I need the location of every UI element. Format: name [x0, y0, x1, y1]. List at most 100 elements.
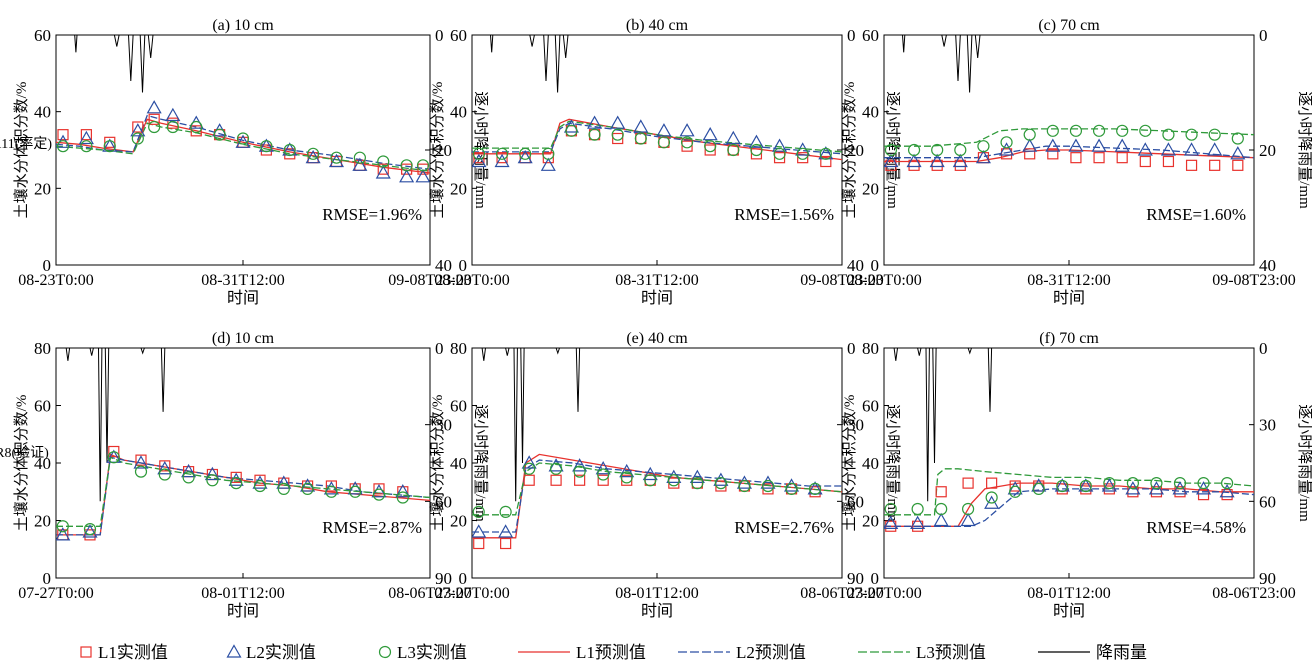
observed-point-l2 — [235, 134, 251, 148]
observed-point-l2 — [375, 165, 391, 179]
observed-point-l1 — [1232, 159, 1244, 171]
observed-point-l3 — [1032, 482, 1045, 495]
observed-point-l2 — [910, 515, 926, 529]
observed-point-l3 — [961, 502, 975, 516]
y2-tick-label: 60 — [435, 492, 452, 511]
predicted-line-l3 — [884, 128, 1254, 147]
observed-point-l3 — [1173, 477, 1187, 490]
observed-point-l3 — [911, 502, 924, 516]
observed-point-l3 — [1139, 124, 1152, 137]
observed-point-l3 — [796, 147, 809, 160]
observed-point-l3 — [182, 471, 195, 484]
observed-point-l3 — [977, 140, 990, 153]
observed-point-l2 — [725, 130, 741, 145]
observed-point-l3 — [620, 471, 633, 484]
y-tick-label: 60 — [34, 26, 51, 45]
rainfall-line — [902, 35, 981, 93]
x-tick-label: 09-08T23:00 — [800, 272, 884, 289]
observed-point-l1 — [132, 121, 144, 133]
observed-point-l1 — [986, 477, 998, 489]
y2-tick-label: 0 — [435, 26, 444, 45]
observed-point-l2 — [1207, 142, 1223, 156]
observed-point-l2 — [1219, 484, 1235, 498]
observed-point-l3 — [1220, 477, 1234, 490]
y-tick-label: 20 — [34, 512, 51, 531]
y-axis-label: 土壤水分体积分数/% — [428, 395, 446, 532]
observed-point-l3 — [519, 147, 532, 160]
observed-point-l1 — [1024, 148, 1036, 160]
observed-point-l3 — [1208, 128, 1221, 141]
observed-point-l1 — [597, 474, 609, 486]
observed-point-l1 — [750, 148, 763, 160]
observed-point-l2 — [78, 130, 94, 145]
observed-point-l2 — [713, 472, 729, 486]
observed-point-l3 — [230, 477, 243, 490]
observed-point-l2 — [587, 115, 603, 129]
observed-point-l1 — [935, 486, 947, 498]
observed-point-l2 — [494, 153, 510, 168]
observed-point-l2 — [1101, 478, 1117, 492]
panel-title: (d) 10 cm — [212, 330, 275, 347]
observed-point-l1 — [57, 129, 69, 141]
y2-tick-label: 0 — [1259, 339, 1268, 358]
observed-point-l2 — [548, 458, 564, 472]
x-axis-label: 时间 — [227, 602, 259, 620]
observed-point-l2 — [1031, 478, 1047, 492]
observed-point-l1 — [773, 152, 786, 164]
x-axis-label: 时间 — [227, 289, 259, 307]
observed-point-l3 — [714, 477, 728, 490]
observed-point-l1 — [1139, 155, 1151, 168]
observed-point-l2 — [228, 472, 244, 486]
y-axis-label: 土壤水分体积分数/% — [428, 82, 446, 219]
chart-panel-0: (a) 10 cm 0 20 40 60 0 20 40 08-23T0:00 08-31T12:… — [12, 17, 489, 307]
observed-point-l3 — [597, 468, 610, 481]
observed-point-l1 — [417, 163, 429, 175]
observed-point-l2 — [252, 475, 268, 489]
observed-point-l1 — [284, 148, 296, 160]
y-tick-label: 0 — [43, 256, 52, 275]
observed-point-l3 — [103, 140, 116, 153]
observed-point-l3 — [761, 479, 775, 493]
observed-point-l2 — [1160, 142, 1176, 156]
plot-area — [472, 348, 842, 550]
y-axis-label: 土壤水分体积分数/% — [840, 82, 858, 219]
observed-point-l3 — [1116, 124, 1129, 137]
observed-point-l3 — [808, 482, 822, 495]
observed-point-l3 — [680, 136, 694, 149]
observed-point-l2 — [572, 458, 588, 472]
observed-point-l3 — [1185, 128, 1198, 141]
panel-title: (a) 10 cm — [212, 17, 274, 34]
observed-point-l3 — [56, 140, 70, 153]
observed-point-l3 — [1046, 124, 1059, 137]
x-tick-label: 08-31T12:00 — [201, 272, 285, 289]
observed-point-l3 — [549, 462, 563, 475]
rainfall-line — [65, 348, 166, 502]
observed-point-l3 — [667, 474, 680, 487]
y2-axis-label: 逐小时降雨量/mm — [472, 91, 489, 209]
predicted-line-l1 — [56, 118, 430, 174]
x-tick-label: 08-31T12:00 — [1027, 272, 1111, 289]
y-tick-label: 40 — [450, 103, 467, 122]
observed-point-l2 — [472, 153, 487, 168]
observed-point-l1 — [1047, 148, 1059, 160]
observed-point-l3 — [495, 147, 509, 160]
observed-point-l3 — [190, 120, 203, 134]
observed-point-l3 — [301, 482, 314, 495]
y-tick-label: 60 — [450, 397, 467, 416]
observed-point-l2 — [906, 153, 922, 168]
observed-point-l3 — [307, 147, 320, 160]
legend-item: L2实测值 — [226, 643, 316, 662]
observed-point-l2 — [784, 478, 800, 492]
observed-point-l1 — [954, 159, 966, 171]
observed-point-l3 — [325, 485, 338, 498]
rmse-label: RMSE=1.56% — [734, 205, 834, 224]
observed-point-l3 — [588, 128, 601, 141]
x-tick-label: 08-23T0:00 — [18, 272, 94, 289]
legend-marker — [226, 644, 242, 658]
rainfall-line — [481, 348, 581, 502]
observed-point-l2 — [1045, 138, 1061, 152]
observed-point-l3 — [131, 132, 144, 145]
observed-point-l2 — [352, 157, 368, 171]
